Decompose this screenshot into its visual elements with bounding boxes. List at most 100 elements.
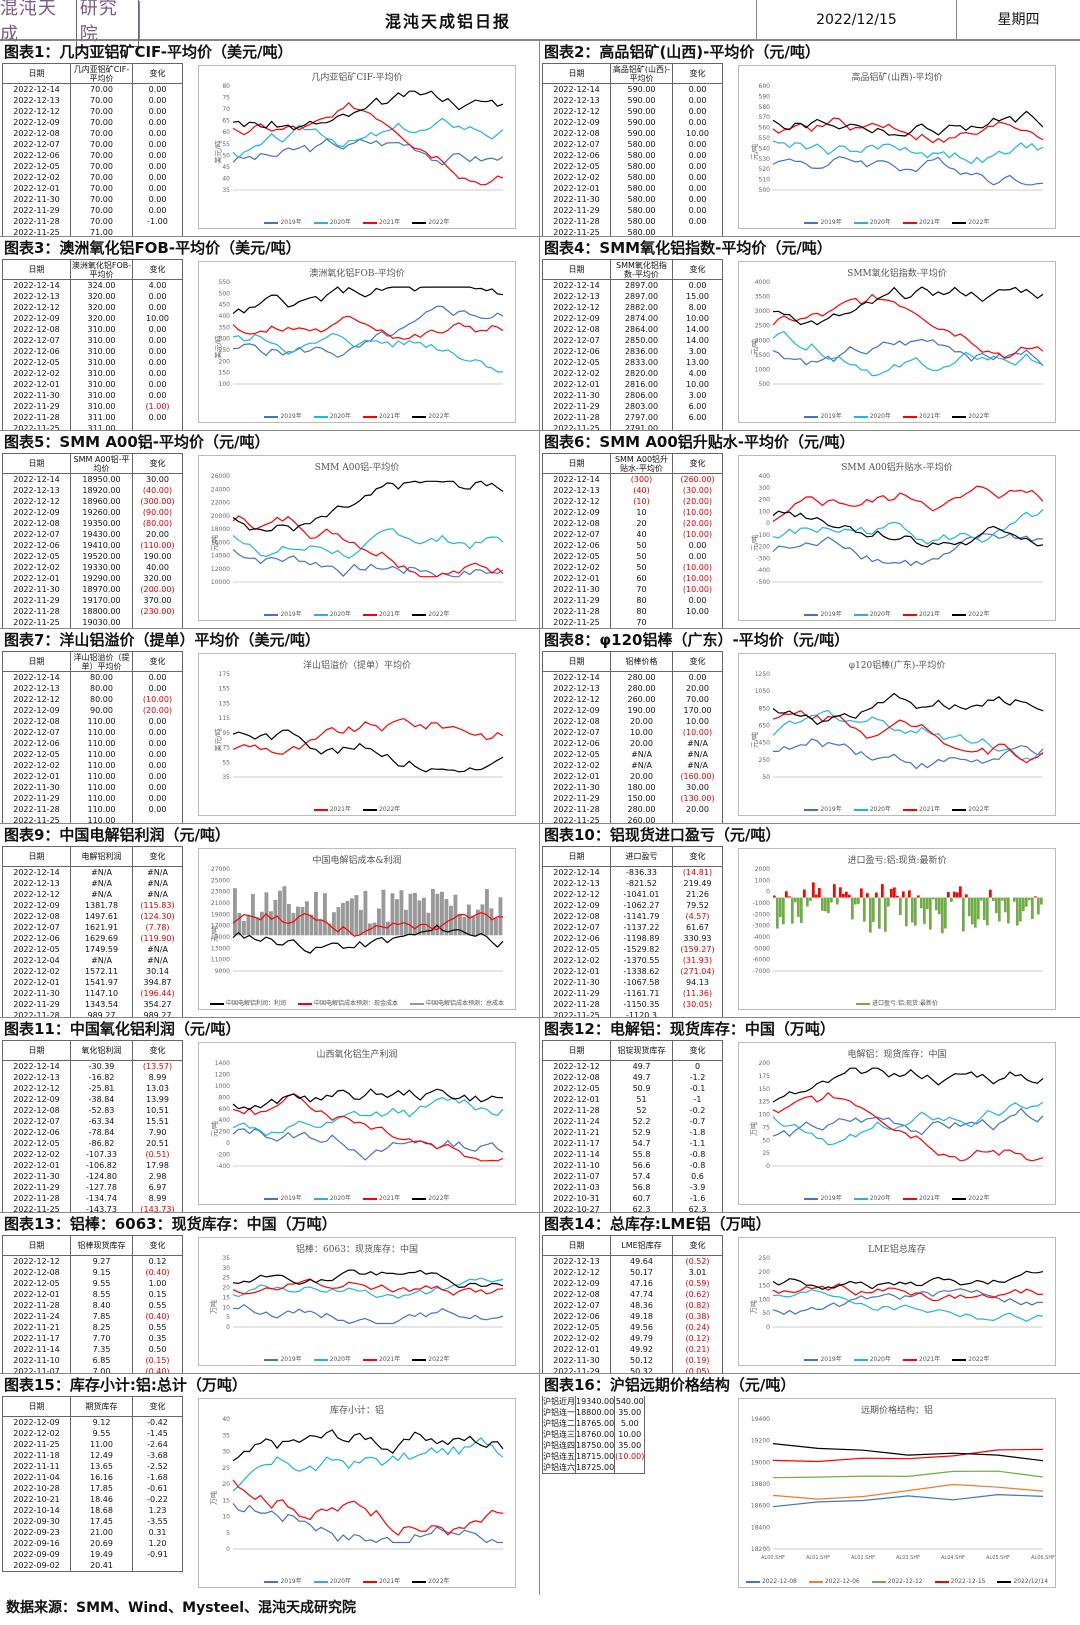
row-change: 4.00 bbox=[672, 368, 723, 379]
row-value: 18715.00 bbox=[574, 1451, 616, 1462]
y-tick-label: 200 bbox=[759, 497, 771, 504]
row-date: 2022-12-05 bbox=[542, 161, 611, 172]
data-table: 日期 铝棒现货库存 变化 2022-12-12 9.27 0.12 2022-12-08 9.… bbox=[2, 1235, 183, 1373]
table-row: 2022-12-05 19520.00 190.00 bbox=[2, 551, 183, 562]
row-value: -1041.01 bbox=[610, 889, 673, 900]
row-date: 2022-11-28 bbox=[2, 606, 71, 617]
y-axis-label: 万吨 bbox=[210, 1491, 218, 1505]
row-date: 2022-11-29 bbox=[542, 401, 611, 412]
legend-item: 2019年 bbox=[804, 1195, 842, 1202]
row-change: 0.00 bbox=[132, 106, 183, 117]
table-row: 2022-12-06 49.18 (0.38) bbox=[542, 1311, 723, 1322]
legend-item: 2022年 bbox=[952, 806, 990, 813]
table-header: 日期 bbox=[542, 846, 611, 867]
row-change: 0.00 bbox=[672, 671, 723, 683]
row-change: 0.00 bbox=[132, 379, 183, 390]
row-value: 7.85 bbox=[70, 1311, 133, 1322]
table-row: 2022-12-07 -1137.22 61.67 bbox=[542, 922, 723, 933]
profit-bar bbox=[417, 900, 422, 936]
import-pl-bar bbox=[848, 894, 851, 898]
row-value: 9.12 bbox=[70, 1416, 133, 1428]
legend-item: 2022年 bbox=[363, 806, 400, 813]
profit-bar bbox=[431, 888, 435, 936]
table-row: 2022-11-25 2791.00 bbox=[542, 423, 723, 430]
x-tick-label: AL05.SHF bbox=[986, 1555, 1010, 1561]
y-tick-label: 22000 bbox=[211, 500, 230, 507]
row-value: 2864.00 bbox=[610, 324, 673, 335]
legend-swatch bbox=[313, 221, 328, 224]
import-pl-bar bbox=[971, 897, 974, 925]
row-change: 14.00 bbox=[672, 335, 723, 346]
row-value: 40 bbox=[610, 529, 673, 540]
row-value: 48.36 bbox=[610, 1300, 673, 1311]
row-date: 2022-11-30 bbox=[2, 988, 71, 999]
row-date: 2022-11-29 bbox=[542, 793, 611, 804]
row-date: 2022-12-05 bbox=[542, 357, 611, 368]
row-value: 310.00 bbox=[70, 379, 133, 390]
row-date: 2022-10-28 bbox=[2, 1483, 71, 1494]
row-value: 60 bbox=[610, 573, 673, 584]
table-header: 变化 bbox=[672, 1235, 723, 1256]
row-value: 2816.00 bbox=[610, 379, 673, 390]
table-row: 2022-12-05 110.00 0.00 bbox=[2, 749, 183, 760]
row-value: 18920.00 bbox=[70, 485, 133, 496]
row-date: 2022-11-30 bbox=[2, 782, 71, 793]
row-value: 2791.00 bbox=[610, 423, 673, 430]
row-change: 0.00 bbox=[672, 279, 723, 291]
data-table: 日期 高品铝矿(山西)-平均价 变化 2022-12-14 590.00 0.00 2022… bbox=[542, 63, 723, 236]
row-change bbox=[672, 617, 723, 628]
row-value: -127.78 bbox=[70, 1182, 133, 1193]
chart-legend: 2019年 2020年 2021年 2022年 bbox=[739, 217, 1055, 226]
row-date: 2022-12-14 bbox=[2, 473, 71, 485]
table-header: 电解铝利润 bbox=[70, 846, 133, 867]
row-date: 2022-12-14 bbox=[542, 473, 611, 485]
row-change: (20.00) bbox=[672, 496, 723, 507]
profit-bar bbox=[318, 920, 323, 936]
profit-bar bbox=[399, 890, 404, 936]
import-pl-bar bbox=[824, 897, 827, 912]
series-line bbox=[772, 485, 1044, 522]
legend-swatch bbox=[313, 613, 328, 616]
chart-plot: 400 300 200 100 0 -100 -200 -300 -400 -500 bbox=[756, 473, 1044, 586]
table-row: 2022-11-10 6.85 (0.15) bbox=[2, 1355, 183, 1366]
table-row: 2022-12-07 580.00 0.00 bbox=[542, 139, 723, 150]
row-change: -0.8 bbox=[672, 1149, 723, 1160]
row-date: 2022-12-12 bbox=[542, 889, 611, 900]
import-pl-bar bbox=[1007, 897, 1010, 924]
table-row: 2022-11-28 -134.74 8.99 bbox=[2, 1193, 183, 1204]
row-date: 2022-12-01 bbox=[2, 1160, 71, 1171]
row-date: 2022-11-24 bbox=[2, 1311, 71, 1322]
row-value: -107.33 bbox=[70, 1149, 133, 1160]
import-pl-bar bbox=[1031, 897, 1034, 920]
row-value: 54.7 bbox=[610, 1138, 673, 1149]
row-date: 沪铝连二 bbox=[542, 1418, 576, 1429]
row-change: (10.00) bbox=[672, 507, 723, 518]
row-value: -25.81 bbox=[70, 1083, 133, 1094]
row-date: 2022-11-25 bbox=[2, 1439, 71, 1450]
row-date: 2022-11-14 bbox=[2, 1344, 71, 1355]
y-tick-label: 500 bbox=[759, 381, 771, 388]
legend-item: 2021年 bbox=[903, 1195, 940, 1202]
y-tick-label: 65 bbox=[222, 118, 230, 125]
legend-swatch bbox=[313, 1358, 328, 1361]
row-value: 13.65 bbox=[70, 1461, 133, 1472]
row-date: 2022-12-02 bbox=[542, 760, 611, 771]
y-axis-label: 美元/吨 bbox=[214, 727, 223, 752]
row-change: 3.01 bbox=[672, 1267, 723, 1278]
chart-legend: 2022-12-08 2022-12-06 2022-12-12 2022-12-15… bbox=[739, 1578, 1055, 1585]
panel-title: 图表12：电解铝：现货库存：中国（万吨） bbox=[544, 1020, 835, 1038]
row-date: 2022-11-30 bbox=[542, 390, 611, 401]
legend-swatch bbox=[410, 1002, 424, 1005]
chart-plot: 1400 1200 1000 800 600 400 200 0 -200 -400 bbox=[215, 1060, 504, 1170]
row-value: 260.00 bbox=[610, 694, 673, 705]
import-pl-bar bbox=[806, 897, 809, 907]
series-line bbox=[772, 293, 1044, 359]
row-change: 4.00 bbox=[132, 279, 183, 291]
panel-5: 图表5：SMM A00铝-平均价（元/吨） 日期 SMM A00铝-平均价 变化 202… bbox=[0, 430, 540, 628]
y-axis-label: 元/吨 bbox=[211, 534, 220, 552]
y-tick-label: 35 bbox=[222, 1432, 230, 1439]
row-date: 2022-12-09 bbox=[2, 1094, 71, 1105]
row-date: 2022-12-01 bbox=[542, 966, 611, 977]
y-tick-label: 4000 bbox=[755, 279, 770, 286]
row-value: -1141.79 bbox=[610, 911, 673, 922]
